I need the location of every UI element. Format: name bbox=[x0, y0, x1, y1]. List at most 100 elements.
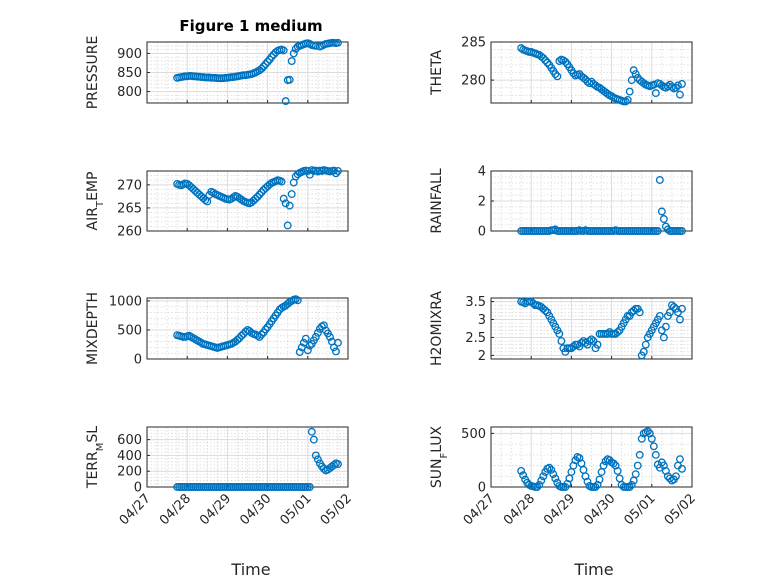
data-point bbox=[281, 97, 290, 106]
data-point bbox=[631, 70, 640, 78]
x-tick-label: 05/01 bbox=[278, 491, 315, 528]
x-axis-label-right: Time bbox=[573, 560, 613, 579]
data-point bbox=[519, 471, 528, 480]
data-point bbox=[301, 334, 310, 343]
data-point bbox=[543, 58, 552, 67]
data-point bbox=[547, 465, 556, 474]
data-point bbox=[675, 90, 684, 99]
data-point bbox=[311, 451, 320, 460]
y-tick-label: 265 bbox=[117, 201, 142, 216]
data-point bbox=[261, 325, 270, 334]
data-point bbox=[551, 474, 560, 483]
data-point bbox=[639, 347, 648, 356]
data-point bbox=[633, 461, 642, 470]
subplot-pressure: 800 850 900 PRESSURE bbox=[85, 36, 349, 109]
data-point bbox=[305, 341, 314, 350]
data-point bbox=[331, 169, 340, 178]
x-tick-label: 05/02 bbox=[662, 491, 699, 528]
x-tick-label: 04/29 bbox=[541, 491, 578, 528]
data-point bbox=[295, 348, 304, 356]
data-point bbox=[669, 303, 678, 311]
data-point bbox=[279, 194, 288, 203]
y-tick-label: 1000 bbox=[109, 294, 142, 309]
data-point bbox=[653, 227, 662, 235]
data-point bbox=[627, 480, 636, 489]
data-point bbox=[678, 79, 686, 88]
data-point bbox=[663, 472, 672, 481]
data-point bbox=[285, 201, 294, 210]
data-point bbox=[541, 56, 550, 65]
data-point bbox=[678, 464, 686, 473]
data-point bbox=[661, 322, 670, 331]
x-tick-label: 04/28 bbox=[501, 491, 538, 528]
data-point bbox=[283, 221, 292, 230]
data-point bbox=[535, 480, 544, 489]
data-point bbox=[641, 340, 650, 349]
data-point bbox=[541, 306, 550, 315]
y-tick-label: 280 bbox=[461, 74, 486, 89]
data-point bbox=[545, 463, 554, 472]
axes-box-h2omixra bbox=[490, 297, 693, 360]
x-tick-label: 04/29 bbox=[197, 491, 234, 528]
y-tick-label: 3 bbox=[478, 313, 486, 328]
data-point bbox=[651, 89, 660, 98]
data-point bbox=[651, 450, 660, 459]
data-point bbox=[297, 343, 306, 352]
data-point bbox=[671, 83, 680, 92]
data-point bbox=[267, 52, 276, 61]
y-tick-label: 200 bbox=[117, 465, 142, 480]
y-tick-label: 0 bbox=[134, 353, 142, 368]
data-point bbox=[599, 461, 608, 470]
data-point bbox=[317, 462, 326, 471]
data-point bbox=[334, 38, 342, 47]
data-point bbox=[259, 62, 268, 71]
x-tick-label: 04/27 bbox=[117, 491, 154, 528]
y-tick-label: 800 bbox=[117, 85, 142, 100]
data-point bbox=[675, 315, 684, 324]
x-tick-label: 04/30 bbox=[581, 491, 618, 528]
data-point bbox=[607, 92, 616, 101]
axes-box-terr-msl bbox=[146, 426, 349, 488]
y-tick-label: 0 bbox=[134, 481, 142, 496]
subplot-grid: 800 850 900 PRESSURE 280 285 THETA 260 265 270 AIR… bbox=[85, 36, 699, 529]
data-point bbox=[615, 474, 624, 483]
y-tick-label: 4 bbox=[478, 165, 486, 180]
data-point bbox=[613, 466, 622, 475]
data-point bbox=[305, 483, 314, 491]
data-point bbox=[289, 49, 298, 58]
data-point bbox=[639, 79, 648, 88]
data-point bbox=[209, 188, 218, 197]
subplot-rainfall: 0 2 4 RAINFALL bbox=[429, 165, 693, 240]
data-point bbox=[251, 194, 260, 203]
data-point bbox=[643, 427, 652, 436]
axes-box-mixdepth bbox=[146, 297, 349, 360]
data-point bbox=[593, 340, 602, 349]
data-point bbox=[307, 427, 316, 436]
data-point bbox=[285, 75, 294, 84]
data-point bbox=[235, 334, 244, 343]
y-tick-label: 2 bbox=[478, 195, 486, 210]
data-point bbox=[255, 190, 264, 199]
data-point bbox=[539, 472, 548, 481]
x-tick-label: 05/01 bbox=[622, 491, 659, 528]
data-point bbox=[517, 44, 526, 53]
y-axis-label-mixdepth: MIXDEPTH bbox=[85, 292, 101, 365]
y-tick-label: 500 bbox=[117, 323, 142, 338]
y-tick-label: 3.5 bbox=[465, 295, 486, 310]
data-point bbox=[287, 190, 296, 199]
data-point bbox=[325, 332, 334, 341]
data-point bbox=[555, 329, 564, 338]
data-point bbox=[561, 57, 570, 66]
y-axis-label-terr-msl: TERRMSL bbox=[85, 426, 106, 489]
data-point bbox=[631, 470, 640, 479]
data-point bbox=[265, 180, 274, 189]
data-point bbox=[657, 207, 666, 216]
y-tick-label: 400 bbox=[117, 449, 142, 464]
x-tick-label: 05/02 bbox=[318, 491, 355, 528]
data-point bbox=[334, 167, 342, 175]
y-axis-label-rainfall: RAINFALL bbox=[429, 168, 445, 233]
data-point bbox=[261, 60, 270, 69]
data-point bbox=[239, 330, 248, 338]
